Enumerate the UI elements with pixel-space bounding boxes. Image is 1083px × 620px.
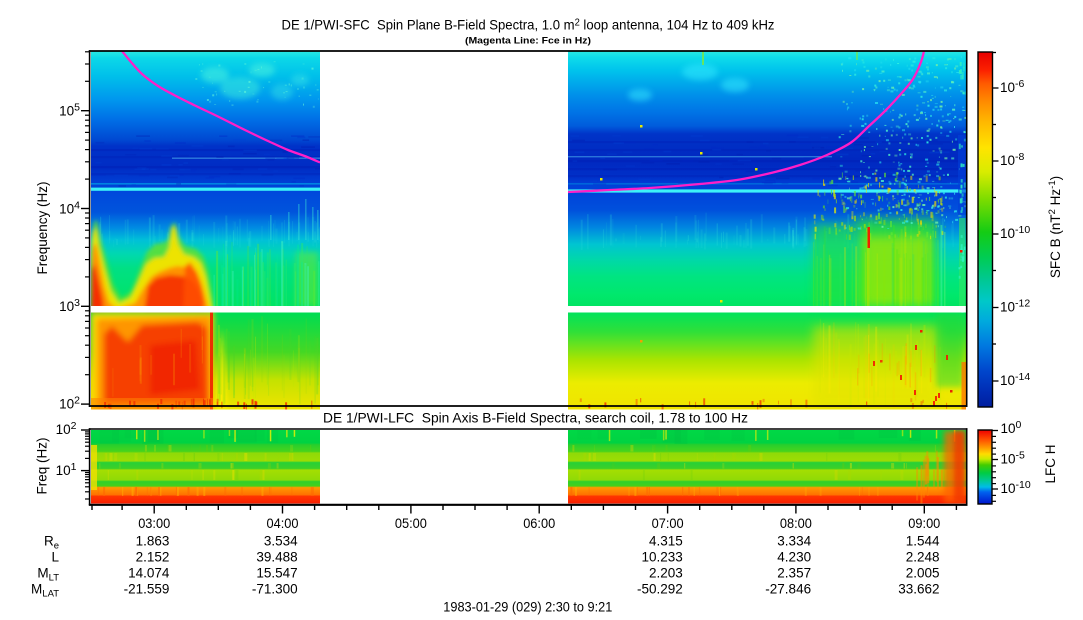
svg-text:Frequency (Hz): Frequency (Hz) bbox=[35, 181, 50, 274]
svg-text:1.863: 1.863 bbox=[136, 534, 170, 549]
svg-text:102: 102 bbox=[59, 395, 80, 412]
svg-text:05:00: 05:00 bbox=[395, 515, 427, 531]
svg-text:L: L bbox=[51, 550, 59, 565]
svg-text:2.357: 2.357 bbox=[777, 566, 811, 581]
svg-text:10.233: 10.233 bbox=[642, 550, 683, 565]
svg-text:08:00: 08:00 bbox=[780, 515, 812, 531]
svg-text:07:00: 07:00 bbox=[652, 515, 684, 531]
svg-text:15.547: 15.547 bbox=[256, 566, 297, 581]
svg-text:39.488: 39.488 bbox=[256, 550, 297, 565]
svg-text:(Magenta Line: Fce in Hz): (Magenta Line: Fce in Hz) bbox=[465, 36, 591, 47]
svg-text:03:00: 03:00 bbox=[138, 515, 170, 531]
svg-text:Freq (Hz): Freq (Hz) bbox=[35, 438, 50, 495]
svg-text:2.203: 2.203 bbox=[649, 566, 683, 581]
svg-text:102: 102 bbox=[56, 420, 77, 437]
svg-text:1.544: 1.544 bbox=[906, 534, 940, 549]
svg-text:100: 100 bbox=[1001, 419, 1022, 436]
svg-text:103: 103 bbox=[59, 297, 80, 314]
svg-text:10-10: 10-10 bbox=[1001, 479, 1031, 496]
svg-text:2.248: 2.248 bbox=[906, 550, 940, 565]
svg-text:MLAT: MLAT bbox=[31, 582, 59, 600]
svg-text:4.315: 4.315 bbox=[649, 534, 683, 549]
svg-text:2.005: 2.005 bbox=[906, 566, 940, 581]
svg-text:3.334: 3.334 bbox=[777, 534, 811, 549]
svg-text:33.662: 33.662 bbox=[898, 582, 939, 597]
svg-text:DE 1/PWI-LFC Spin Axis B-Fiel: DE 1/PWI-LFC Spin Axis B-Field Spectra, … bbox=[323, 410, 748, 426]
svg-text:DE 1/PWI-SFC Spin Plane B-Fie: DE 1/PWI-SFC Spin Plane B-Field Spectra,… bbox=[282, 17, 775, 33]
svg-text:06:00: 06:00 bbox=[523, 515, 555, 531]
svg-text:10-14: 10-14 bbox=[1000, 371, 1030, 388]
svg-text:10-10: 10-10 bbox=[1000, 224, 1030, 241]
svg-text:105: 105 bbox=[59, 102, 80, 119]
svg-text:104: 104 bbox=[59, 200, 80, 217]
svg-text:4.230: 4.230 bbox=[777, 550, 811, 565]
svg-text:10-6: 10-6 bbox=[1000, 78, 1025, 95]
svg-text:-21.559: -21.559 bbox=[124, 582, 170, 597]
svg-text:04:00: 04:00 bbox=[267, 515, 299, 531]
svg-text:1983-01-29 (029) 2:30 to 9:21: 1983-01-29 (029) 2:30 to 9:21 bbox=[443, 599, 612, 615]
svg-text:10-8: 10-8 bbox=[1000, 151, 1025, 168]
svg-text:10-5: 10-5 bbox=[1001, 450, 1026, 467]
svg-text:LFC H: LFC H bbox=[1043, 444, 1058, 483]
svg-text:14.074: 14.074 bbox=[128, 566, 170, 581]
svg-text:SFC B (nT2 Hz-1): SFC B (nT2 Hz-1) bbox=[1047, 176, 1063, 278]
svg-text:-27.846: -27.846 bbox=[765, 582, 811, 597]
svg-text:101: 101 bbox=[56, 461, 77, 478]
svg-text:09:00: 09:00 bbox=[908, 515, 940, 531]
svg-text:2.152: 2.152 bbox=[136, 550, 170, 565]
svg-text:-50.292: -50.292 bbox=[637, 582, 683, 597]
svg-text:10-12: 10-12 bbox=[1000, 298, 1030, 315]
svg-text:3.534: 3.534 bbox=[264, 534, 298, 549]
svg-text:-71.300: -71.300 bbox=[252, 582, 298, 597]
